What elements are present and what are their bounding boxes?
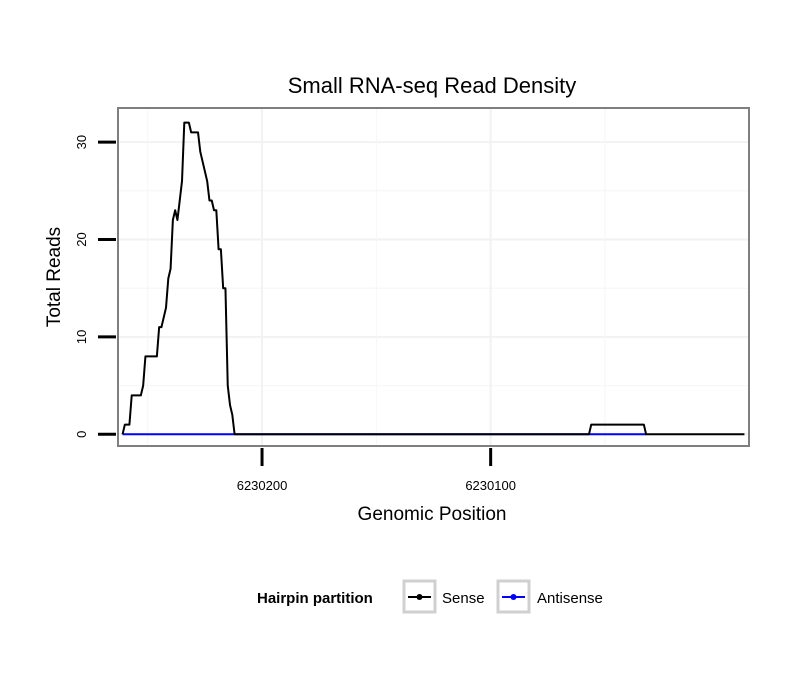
- legend-entry-sense: Sense: [402, 579, 485, 614]
- legend-point-antisense: [510, 594, 517, 600]
- plot-border: [117, 107, 750, 447]
- axis-ticks: 0 10 20 30 6230200 6230100: [74, 135, 516, 493]
- chart-title: Small RNA-seq Read Density: [288, 73, 577, 98]
- y-tick-label-1: 10: [74, 330, 89, 344]
- legend-label-sense: Sense: [442, 590, 485, 607]
- legend: Hairpin partition Sense Antisense: [257, 579, 603, 614]
- y-tick-label-2: 20: [74, 232, 89, 246]
- legend-point-sense: [416, 594, 423, 600]
- x-axis-label: Genomic Position: [358, 504, 507, 525]
- x-tick-label-1: 6230100: [465, 478, 516, 493]
- legend-title: Hairpin partition: [257, 590, 373, 607]
- y-tick-label-0: 0: [74, 431, 89, 438]
- x-tick-label-0: 6230200: [237, 478, 288, 493]
- series-lines: [121, 121, 745, 436]
- y-tick-label-3: 30: [74, 135, 89, 149]
- series-line-sense: [121, 121, 745, 436]
- legend-label-antisense: Antisense: [537, 590, 603, 607]
- y-axis-label: Total Reads: [44, 227, 65, 327]
- plot-panel: [118, 108, 749, 446]
- legend-entry-antisense: Antisense: [496, 579, 603, 614]
